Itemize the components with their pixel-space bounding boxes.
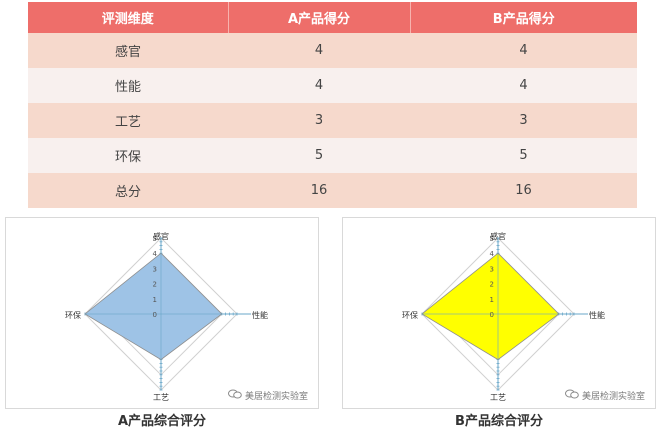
b-score-cell: 4 — [410, 33, 637, 68]
b-score-cell: 3 — [410, 103, 637, 138]
radar-tick-label: 0 — [153, 311, 157, 319]
wechat-icon — [227, 389, 242, 401]
a-score-cell: 4 — [228, 33, 410, 68]
radar-chart-a-panel: 0 1 2 3 4 5 感官性能工艺 环保 美居检测实验室 — [5, 217, 319, 409]
watermark: 美居检测实验室 — [227, 389, 308, 402]
b-score-cell: 4 — [410, 68, 637, 103]
radar-tick-label: 1 — [490, 296, 494, 304]
dimension-cell: 工艺 — [28, 103, 228, 138]
radar-tick-label: 0 — [490, 311, 494, 319]
table-row: 性能 4 4 — [28, 68, 637, 103]
radar-chart-a-title: A产品综合评分 — [117, 414, 207, 429]
dimension-cell: 感官 — [28, 33, 228, 68]
radar-tick-label: 1 — [153, 296, 157, 304]
dimension-cell: 总分 — [28, 173, 228, 208]
table-row: 感官 4 4 — [28, 33, 637, 68]
radar-axis-label: 环保 — [65, 310, 81, 320]
radar-axis-label: 性能 — [589, 310, 605, 320]
table-row: 环保 5 5 — [28, 138, 637, 173]
radar-tick-label: 4 — [153, 250, 158, 258]
radar-tick-label: 4 — [490, 250, 495, 258]
radar-axis-label: 感官 — [490, 231, 506, 241]
b-score-cell: 16 — [410, 173, 637, 208]
radar-tick-label: 2 — [490, 281, 494, 289]
a-score-cell: 4 — [228, 68, 410, 103]
table-row: 总分 16 16 — [28, 173, 637, 208]
a-score-cell: 16 — [228, 173, 410, 208]
radar-tick-label: 5 — [153, 235, 157, 243]
radar-tick-label: 2 — [153, 281, 157, 289]
radar-tick-label: 3 — [490, 265, 494, 273]
radar-axis-label: 工艺 — [153, 393, 169, 402]
radar-axis-label: 性能 — [252, 310, 268, 320]
a-score-cell: 5 — [228, 138, 410, 173]
table-header-row: 评测维度 A产品得分 B产品得分 — [28, 2, 637, 33]
radar-axis-label: 环保 — [402, 310, 418, 320]
radar-axis-label: 工艺 — [490, 393, 506, 402]
wechat-icon — [564, 389, 579, 401]
radar-tick-label: 3 — [153, 265, 157, 273]
header-dimension: 评测维度 — [28, 2, 229, 33]
radar-axis-label: 感官 — [153, 231, 169, 241]
watermark: 美居检测实验室 — [564, 389, 645, 402]
radar-chart-b-panel: 0 1 2 3 4 5 感官性能工艺 环保 美居检测实验室 — [342, 217, 656, 409]
radar-tick-label: 5 — [490, 235, 494, 243]
watermark-text: 美居检测实验室 — [581, 392, 645, 402]
a-score-cell: 3 — [228, 103, 410, 138]
watermark-text: 美居检测实验室 — [244, 392, 308, 402]
header-a-score: A产品得分 — [228, 2, 411, 33]
score-table: 评测维度 A产品得分 B产品得分 感官 4 4 性能 4 4 工艺 3 3 环保… — [28, 2, 637, 208]
dimension-cell: 环保 — [28, 138, 228, 173]
dimension-cell: 性能 — [28, 68, 228, 103]
table-row: 工艺 3 3 — [28, 103, 637, 138]
header-b-score: B产品得分 — [410, 2, 637, 33]
radar-chart-b-title: B产品综合评分 — [455, 414, 543, 429]
b-score-cell: 5 — [410, 138, 637, 173]
